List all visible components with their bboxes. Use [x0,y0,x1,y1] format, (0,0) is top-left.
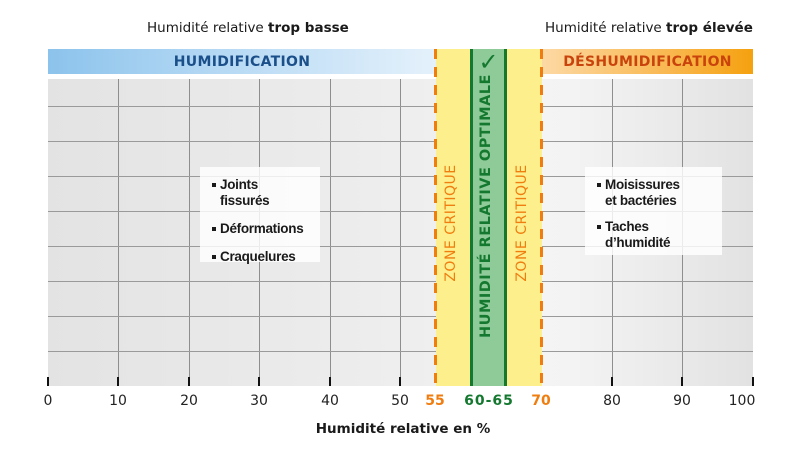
bullet-icon [212,227,216,231]
high-humidity-header: Humidité relative trop élevée [545,20,753,36]
bullet-icon [212,255,216,259]
optimal-zone [470,49,507,386]
bullet-icon [212,183,216,187]
grid-line-h [48,176,753,177]
low-humidity-header: Humidité relative trop basse [147,20,349,36]
x-tick-label: 90 [673,393,691,409]
bullet-icon [597,225,601,229]
x-tick [117,377,119,386]
checkmark-icon: ✓ [478,48,499,76]
x-tick-label: 20 [180,393,198,409]
low-humidity-header-bold: trop basse [268,20,349,36]
x-tick-label: 50 [391,393,409,409]
x-tick-label-70: 70 [531,393,551,409]
grid-line-h [48,106,753,107]
grid-line-h [48,351,753,352]
effect-text: Taches d’humidité [605,219,671,250]
grid-line-h [48,141,753,142]
high-humidity-header-bold: trop élevée [666,20,753,36]
grid-line-v [118,79,119,386]
optimal-zone-label: HUMIDITÉ RELATIVE OPTIMALE [478,74,494,338]
zone-critique-right-label: ZONE CRITIQUE [514,164,530,282]
critical-boundary-55 [434,49,437,386]
grid-line-h [48,211,753,212]
effect-text: Craquelures [220,249,296,264]
effect-item: Joints fissurés [212,177,308,209]
effect-text: Joints fissurés [220,177,270,208]
effect-item: Déformations [212,221,308,237]
grid-line-v [400,79,401,386]
grid-line-v [330,79,331,386]
x-axis-label: Humidité relative en % [0,421,800,437]
x-tick [188,377,190,386]
effect-text: Moisissures et bactéries [605,177,680,208]
dehumidification-band: DÉSHUMIDIFICATION [542,49,753,74]
x-tick-label-55: 55 [425,393,445,409]
effect-text: Déformations [220,221,304,236]
x-tick [47,377,49,386]
x-tick-label: 0 [43,393,53,409]
x-tick [611,377,613,386]
x-tick-label: 100 [728,393,756,409]
high-humidity-effects-box: Moisissures et bactéries Taches d’humidi… [585,167,722,255]
x-tick [258,377,260,386]
high-humidity-header-prefix: Humidité relative [545,20,667,36]
effect-item: Craquelures [212,249,308,265]
grid-line-h [48,316,753,317]
x-tick [399,377,401,386]
x-tick-label-optimal: 60-65 [464,393,514,409]
x-tick [752,377,754,386]
x-tick-label: 30 [250,393,268,409]
x-tick-label: 80 [603,393,621,409]
grid-line-h [48,281,753,282]
grid-line-h [48,246,753,247]
humidification-band: HUMIDIFICATION [48,49,436,74]
x-tick [681,377,683,386]
bullet-icon [597,183,601,187]
effect-item: Moisissures et bactéries [597,177,710,209]
critical-boundary-70 [540,49,543,386]
x-tick [329,377,331,386]
x-axis-label-text: Humidité relative en % [315,421,491,437]
x-tick-label: 40 [321,393,339,409]
zone-critique-left-label: ZONE CRITIQUE [443,164,459,282]
low-humidity-header-prefix: Humidité relative [147,20,269,36]
x-tick-label: 10 [109,393,127,409]
low-humidity-effects-box: Joints fissurés Déformations Craquelures [200,167,320,265]
effect-item: Taches d’humidité [597,219,710,251]
grid-line-v [189,79,190,386]
